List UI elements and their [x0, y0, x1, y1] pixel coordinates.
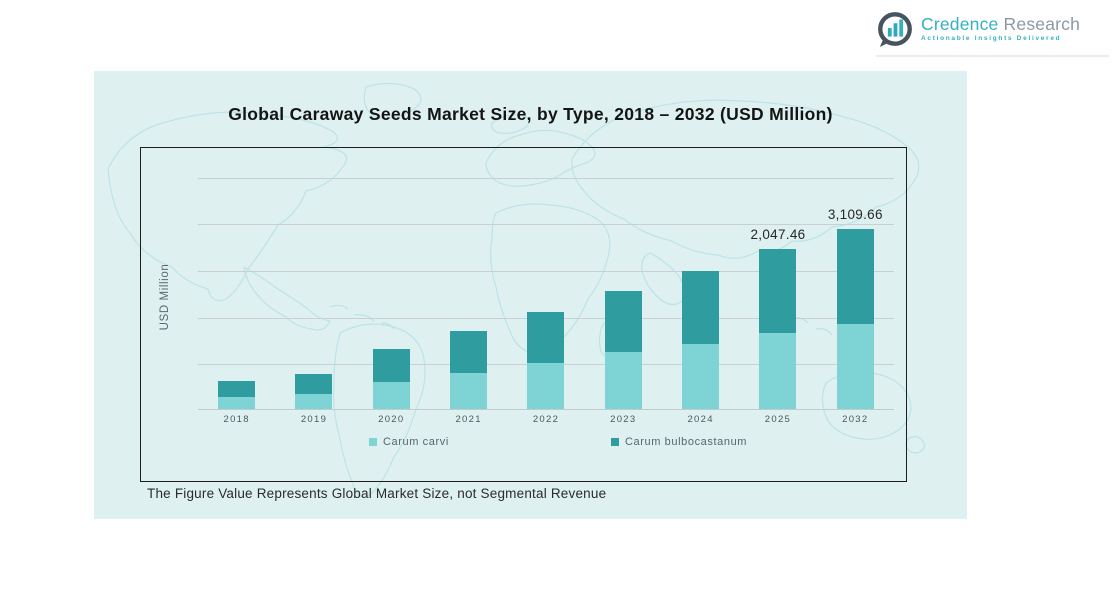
bar-segment-carum-bulbocastanum-2022 — [527, 312, 565, 363]
bar-column-2021 — [450, 331, 488, 409]
brand-name-secondary: Research — [1003, 14, 1081, 35]
plot-area — [198, 148, 894, 409]
bar-segment-carum-carvi-2024 — [682, 344, 720, 409]
bar-segment-carum-carvi-2020 — [372, 382, 410, 409]
bar-segment-carum-carvi-2018 — [218, 397, 256, 409]
legend-label-carum-carvi: Carum carvi — [383, 436, 449, 448]
bar-column-2024 — [682, 271, 720, 409]
y-axis-label: USD Million — [159, 263, 171, 331]
bar-segment-carum-bulbocastanum-2019 — [295, 374, 333, 394]
x-tick-label-2023: 2023 — [610, 414, 637, 425]
bar-column-2019 — [295, 374, 333, 409]
bar-segment-carum-carvi-2021 — [450, 373, 488, 409]
brand-text: Credence Research Actionable Insights De… — [921, 15, 1080, 42]
bar-segment-carum-carvi-2019 — [295, 394, 333, 409]
bar-column-2018 — [218, 381, 256, 409]
x-axis-line — [198, 409, 894, 410]
value-data-label-2032: 3,109.66 — [827, 207, 883, 222]
gridline — [198, 271, 894, 272]
legend-swatch-carum-carvi — [369, 438, 377, 446]
bar-segment-carum-bulbocastanum-2024 — [682, 271, 720, 344]
gridline — [198, 178, 894, 179]
legend-item-carum-carvi: Carum carvi — [369, 436, 449, 448]
brand-tagline: Actionable Insights Delivered — [921, 34, 1062, 42]
chart-footnote: The Figure Value Represents Global Marke… — [147, 486, 607, 501]
bar-column-2032 — [836, 229, 874, 409]
legend-item-carum-bulbocastanum: Carum bulbocastanum — [611, 436, 747, 448]
legend-label-carum-bulbocastanum: Carum bulbocastanum — [625, 436, 748, 448]
gridline — [198, 224, 894, 225]
chart-frame: USD Million Carum carvi Carum bulbocasta… — [140, 147, 907, 482]
bar-segment-carum-bulbocastanum-2032 — [836, 229, 874, 324]
x-tick-label-2018: 2018 — [223, 414, 250, 425]
chart-panel: Global Caraway Seeds Market Size, by Typ… — [94, 71, 967, 519]
bar-column-2023 — [604, 291, 642, 409]
bar-segment-carum-bulbocastanum-2018 — [218, 381, 256, 397]
header-logo: Credence Research Actionable Insights De… — [876, 10, 1109, 57]
value-data-label-2025: 2,047.46 — [750, 227, 806, 242]
x-tick-label-2025: 2025 — [764, 414, 792, 425]
x-tick-label-2021: 2021 — [455, 414, 482, 425]
x-tick-label-2032: 2032 — [842, 414, 869, 425]
chart-title: Global Caraway Seeds Market Size, by Typ… — [228, 104, 833, 124]
world-map-background — [107, 82, 925, 498]
bar-column-2025 — [759, 249, 797, 409]
x-tick-label-2022: 2022 — [532, 414, 560, 425]
bar-segment-carum-carvi-2032 — [836, 324, 874, 409]
bar-segment-carum-carvi-2025 — [759, 333, 797, 409]
brand-name: Credence Research — [921, 15, 1080, 33]
x-tick-label-2024: 2024 — [687, 414, 714, 425]
bar-column-2020 — [372, 349, 410, 409]
bar-segment-carum-bulbocastanum-2025 — [759, 249, 797, 333]
x-tick-label-2019: 2019 — [300, 414, 328, 425]
bar-segment-carum-bulbocastanum-2021 — [450, 331, 488, 373]
bar-segment-carum-carvi-2023 — [604, 352, 642, 409]
brand-name-primary: Credence — [921, 14, 999, 35]
bar-segment-carum-carvi-2022 — [527, 363, 565, 409]
x-tick-label-2020: 2020 — [378, 414, 405, 425]
bar-segment-carum-bulbocastanum-2023 — [604, 291, 642, 352]
bar-column-2022 — [527, 312, 565, 409]
bar-segment-carum-bulbocastanum-2020 — [372, 349, 410, 382]
legend-swatch-carum-bulbocastanum — [611, 438, 619, 446]
bar-chart-speech-bubble-icon — [878, 12, 912, 48]
